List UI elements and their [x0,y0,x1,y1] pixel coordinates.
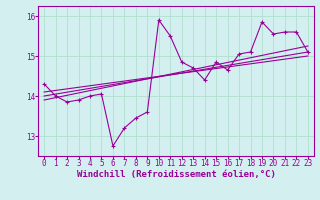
X-axis label: Windchill (Refroidissement éolien,°C): Windchill (Refroidissement éolien,°C) [76,170,276,179]
